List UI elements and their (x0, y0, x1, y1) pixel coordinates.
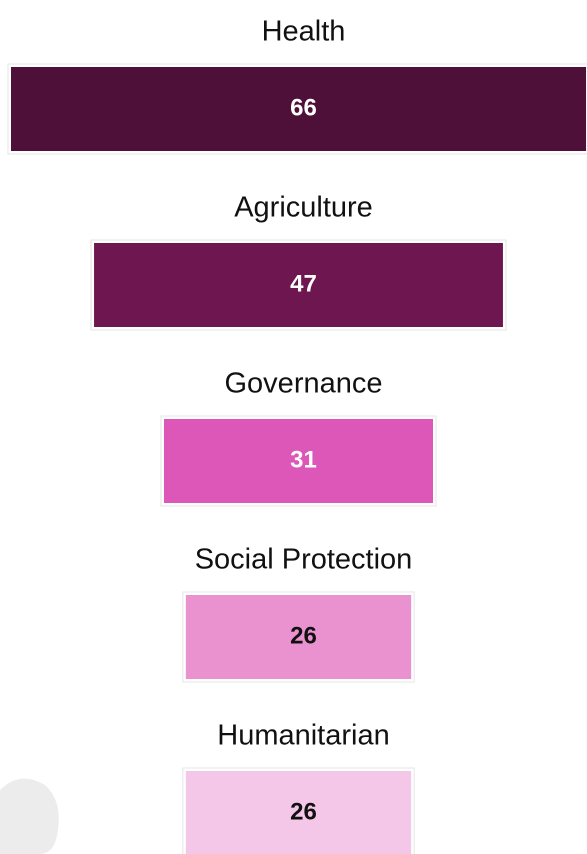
bar (185, 595, 412, 679)
value-label: 31 (290, 446, 317, 473)
category-label: Social Protection (195, 544, 413, 576)
bar (163, 419, 434, 503)
value-label: 47 (290, 270, 317, 297)
bar (185, 771, 412, 854)
category-label: Agriculture (234, 192, 373, 224)
background-blob (0, 778, 59, 854)
category-label: Health (262, 16, 346, 48)
value-label: 66 (290, 94, 317, 121)
bar (94, 243, 503, 327)
value-label: 26 (290, 798, 317, 825)
bar (11, 67, 586, 151)
category-label: Governance (225, 368, 383, 400)
category-label: Humanitarian (217, 720, 389, 752)
value-label: 26 (290, 622, 317, 649)
